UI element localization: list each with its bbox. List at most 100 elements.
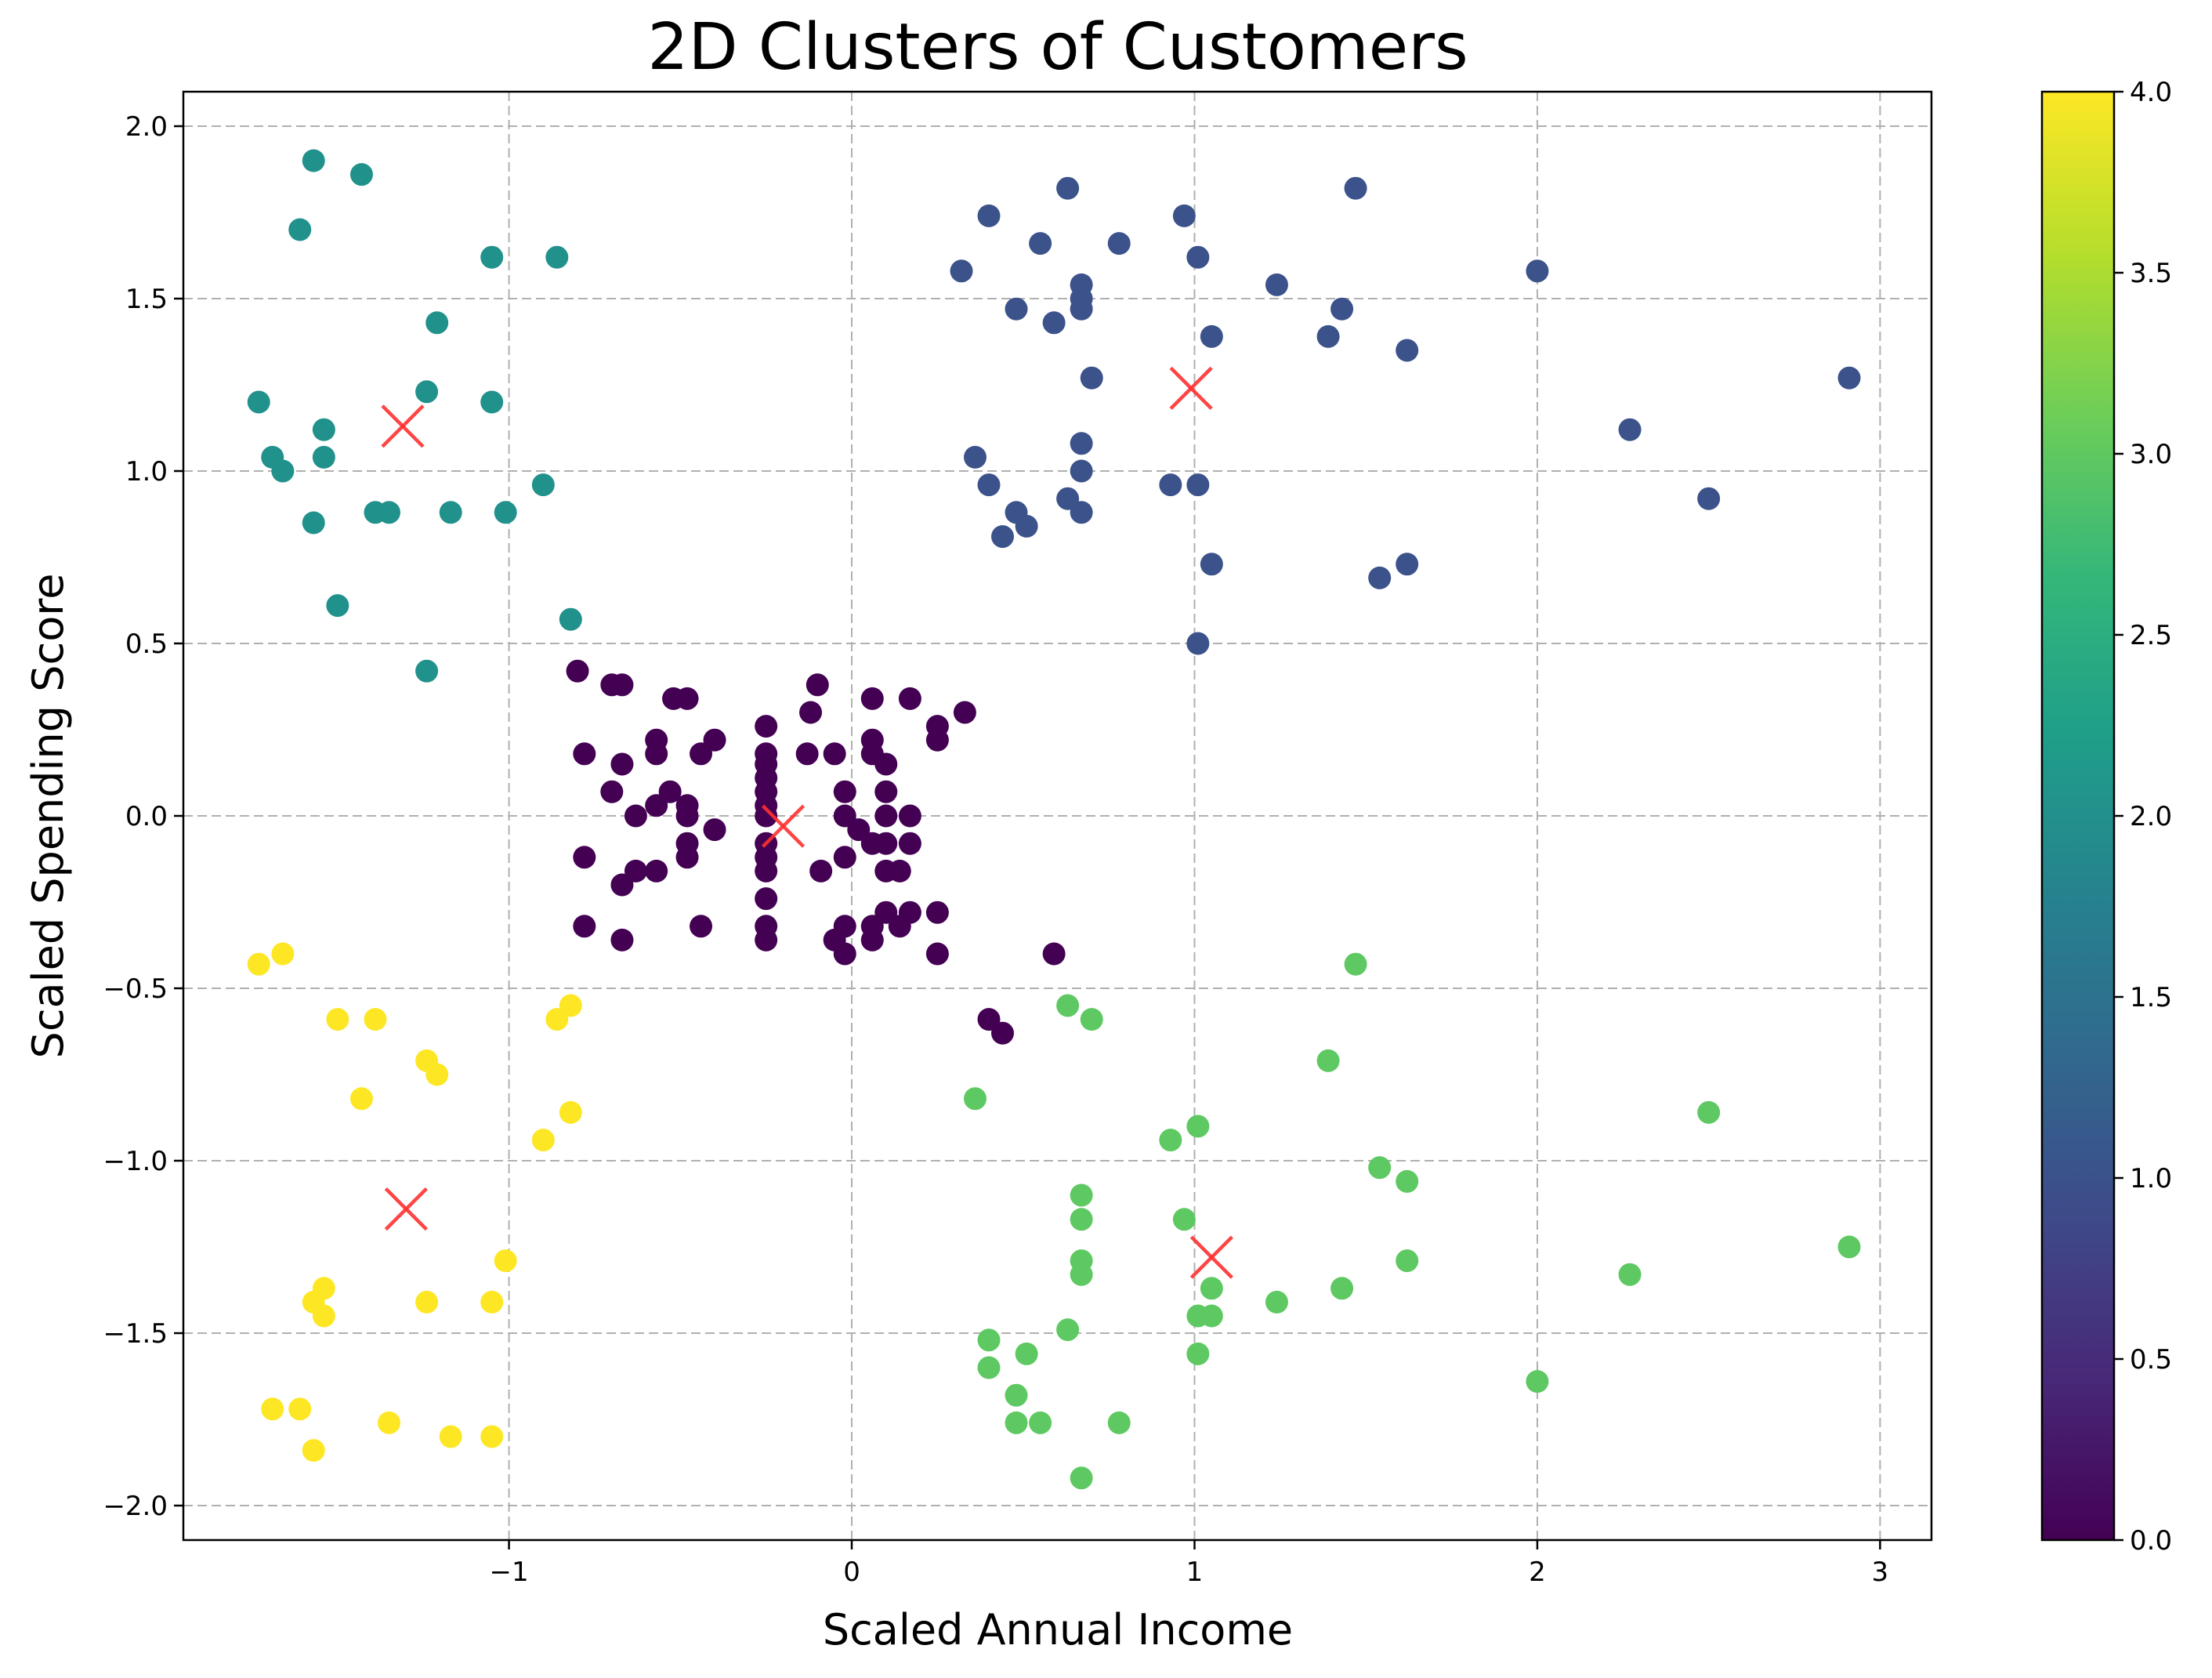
- x-axis-ticks: −1 0 1 2 3: [490, 1540, 1888, 1588]
- data-point-cluster-4: [480, 1425, 504, 1448]
- data-point-cluster-1: [1070, 501, 1093, 524]
- data-point-cluster-4: [480, 1290, 504, 1314]
- data-point-cluster-0: [953, 701, 976, 724]
- data-point-cluster-2: [247, 390, 270, 414]
- data-point-cluster-4: [415, 1290, 439, 1314]
- centroid-marker: [761, 804, 806, 848]
- data-point-cluster-0: [925, 942, 949, 966]
- data-point-cluster-1: [1056, 176, 1080, 200]
- data-points: [247, 149, 1861, 1490]
- data-point-cluster-3: [1005, 1411, 1028, 1434]
- data-point-cluster-1: [1159, 473, 1182, 497]
- data-point-cluster-0: [675, 804, 699, 828]
- data-point-cluster-0: [610, 928, 634, 951]
- data-point-cluster-0: [645, 859, 668, 882]
- data-point-cluster-0: [645, 742, 668, 766]
- data-point-cluster-0: [860, 687, 884, 710]
- data-point-cluster-2: [559, 607, 582, 631]
- data-point-cluster-0: [624, 859, 647, 882]
- data-point-cluster-0: [795, 742, 819, 766]
- data-point-cluster-1: [1396, 553, 1419, 576]
- data-point-cluster-2: [312, 418, 335, 441]
- data-point-cluster-2: [302, 511, 325, 535]
- data-point-cluster-1: [1396, 339, 1419, 362]
- centroid-marker: [1169, 366, 1213, 410]
- data-point-cluster-4: [271, 942, 295, 966]
- colorbar-ticks: 0.0 0.5 1.0 1.5 2.0 2.5 3.0 3.5 4.0: [2114, 77, 2172, 1557]
- chart-title: 2D Clusters of Customers: [647, 10, 1468, 85]
- colorbar-tick-label: 1.5: [2130, 982, 2172, 1013]
- data-point-cluster-1: [1056, 487, 1080, 510]
- data-point-cluster-4: [531, 1129, 555, 1152]
- data-point-cluster-0: [888, 859, 911, 882]
- data-point-cluster-1: [1070, 432, 1093, 455]
- data-point-cluster-3: [1316, 1049, 1340, 1072]
- data-point-cluster-0: [833, 780, 856, 803]
- data-point-cluster-0: [1042, 942, 1066, 966]
- data-point-cluster-0: [833, 846, 856, 869]
- data-point-cluster-0: [874, 752, 898, 776]
- data-point-cluster-0: [566, 659, 589, 683]
- data-point-cluster-1: [1080, 366, 1103, 390]
- colorbar-tick-label: 3.0: [2130, 439, 2172, 470]
- data-point-cluster-3: [1396, 1249, 1419, 1273]
- data-point-cluster-0: [675, 832, 699, 855]
- data-point-cluster-3: [1070, 1263, 1093, 1286]
- data-point-cluster-3: [977, 1328, 1001, 1352]
- data-point-cluster-1: [1330, 297, 1354, 321]
- data-point-cluster-0: [755, 928, 778, 951]
- x-tick-label: 2: [1529, 1557, 1546, 1588]
- data-point-cluster-3: [1159, 1129, 1182, 1152]
- data-point-cluster-2: [271, 459, 295, 483]
- data-point-cluster-0: [874, 804, 898, 828]
- grid: [183, 92, 1931, 1540]
- y-tick-label: 0.0: [125, 801, 168, 832]
- y-tick-label: −2.0: [103, 1491, 168, 1522]
- x-tick-label: 1: [1186, 1557, 1204, 1588]
- data-point-cluster-1: [1015, 514, 1038, 538]
- data-point-cluster-0: [610, 673, 634, 697]
- data-point-cluster-0: [925, 901, 949, 924]
- data-point-cluster-3: [1618, 1263, 1642, 1286]
- data-point-cluster-0: [925, 728, 949, 752]
- data-point-cluster-4: [302, 1439, 325, 1462]
- x-tick-label: 0: [843, 1557, 860, 1588]
- data-point-cluster-4: [247, 952, 270, 976]
- data-point-cluster-2: [480, 390, 504, 414]
- data-point-cluster-4: [425, 1063, 449, 1086]
- data-point-cluster-1: [964, 445, 987, 469]
- data-point-cluster-0: [600, 780, 624, 803]
- data-point-cluster-0: [898, 901, 921, 924]
- data-point-cluster-1: [1618, 418, 1642, 441]
- colorbar-tick-label: 0.0: [2130, 1525, 2172, 1557]
- data-point-cluster-3: [1172, 1208, 1196, 1231]
- data-point-cluster-1: [1344, 176, 1367, 200]
- y-tick-label: 1.5: [125, 284, 168, 315]
- data-point-cluster-2: [480, 245, 504, 269]
- centroid-marker: [384, 1187, 428, 1231]
- data-point-cluster-0: [755, 715, 778, 738]
- data-point-cluster-4: [559, 1100, 582, 1124]
- data-point-cluster-0: [799, 701, 823, 724]
- y-axis-ticks: −2.0 −1.5 −1.0 −0.5 0.0 0.5 1.0 1.5 2.0: [103, 111, 183, 1522]
- data-point-cluster-4: [312, 1304, 335, 1328]
- y-tick-label: 0.5: [125, 629, 168, 660]
- colorbar-tick-label: 2.0: [2130, 801, 2172, 832]
- data-point-cluster-0: [755, 804, 778, 828]
- data-point-cluster-0: [658, 780, 682, 803]
- data-point-cluster-0: [874, 780, 898, 803]
- y-tick-label: −1.5: [103, 1318, 168, 1350]
- data-point-cluster-3: [977, 1356, 1001, 1379]
- data-point-cluster-4: [261, 1397, 284, 1421]
- centroid-marker: [1189, 1235, 1233, 1279]
- data-point-cluster-2: [302, 149, 325, 172]
- data-point-cluster-3: [964, 1087, 987, 1111]
- data-point-cluster-1: [1186, 245, 1210, 269]
- data-point-cluster-1: [1316, 324, 1340, 348]
- data-point-cluster-1: [1265, 273, 1288, 296]
- data-point-cluster-0: [690, 915, 713, 938]
- data-point-cluster-2: [415, 380, 439, 404]
- data-point-cluster-3: [1697, 1100, 1721, 1124]
- data-point-cluster-3: [1070, 1208, 1093, 1231]
